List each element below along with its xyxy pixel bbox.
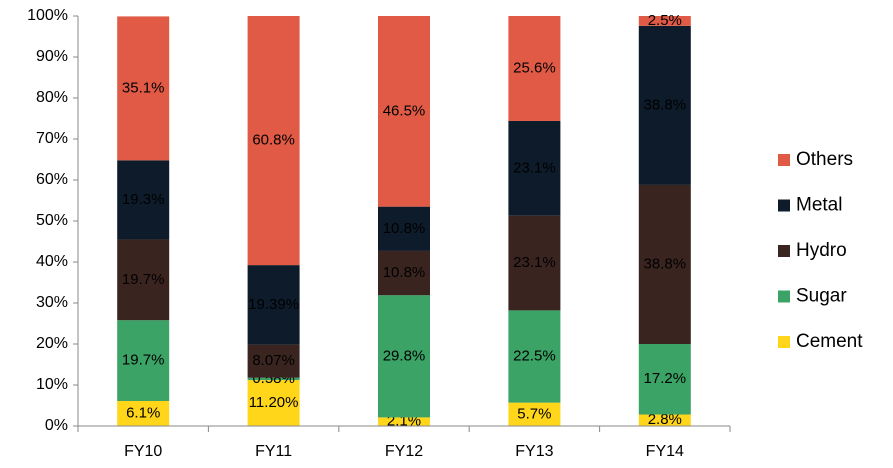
y-tick-label: 60%: [36, 171, 68, 188]
y-tick-label: 40%: [36, 253, 68, 270]
legend-label: Metal: [796, 195, 842, 216]
bar-segment: [638, 16, 691, 26]
value-label: 19.39%: [248, 296, 299, 313]
bar-segment: [638, 344, 691, 415]
value-label: 23.1%: [513, 254, 556, 271]
bar-segment: [508, 16, 561, 121]
y-tick-label: 0%: [45, 417, 68, 434]
bar-segment: [247, 265, 300, 345]
value-label: 35.1%: [122, 79, 165, 96]
bar-segment: [638, 414, 691, 426]
value-label: 6.1%: [126, 404, 160, 421]
value-label: 25.6%: [513, 59, 556, 76]
value-label: 2.8%: [648, 411, 682, 428]
bar-segment: [508, 120, 561, 216]
bar-segment: [117, 160, 170, 240]
bar-segment: [117, 239, 170, 321]
bar-segment: [247, 380, 300, 426]
y-tick-label: 50%: [36, 212, 68, 229]
bar-segment: [117, 400, 170, 426]
value-label: 19.7%: [122, 352, 165, 369]
x-tick-label: FY13: [515, 443, 553, 460]
legend-swatch: [778, 245, 790, 257]
bar-segment: [378, 206, 430, 251]
bar-segment: [378, 250, 430, 296]
x-tick-label: FY11: [255, 443, 292, 460]
y-tick-label: 90%: [36, 48, 68, 65]
legend-swatch: [778, 290, 790, 303]
bar-segment: [378, 295, 430, 418]
legend-swatch: [778, 336, 790, 348]
x-tick-label: FY10: [124, 443, 162, 460]
value-label: 23.1%: [513, 159, 556, 176]
value-label: 22.5%: [513, 347, 556, 364]
legend-swatch: [778, 199, 790, 212]
bar-segment: [378, 417, 430, 426]
legend-label: Hydro: [796, 240, 847, 261]
bar-segment: [638, 25, 691, 185]
y-tick-label: 70%: [36, 130, 68, 147]
y-tick-label: 30%: [36, 294, 68, 311]
value-label: 10.8%: [383, 220, 426, 237]
bar-segment: [247, 377, 300, 381]
y-tick-label: 10%: [36, 376, 68, 393]
value-label: 29.8%: [383, 347, 426, 364]
bar-segment: [508, 310, 561, 403]
y-tick-label: 20%: [36, 335, 68, 352]
bar-segment: [638, 184, 691, 344]
legend-label: Sugar: [796, 286, 847, 307]
value-label: 46.5%: [383, 102, 426, 119]
value-label: 5.7%: [517, 405, 551, 422]
bar-segment: [508, 215, 561, 311]
value-label: 38.8%: [644, 255, 687, 272]
value-label: 19.7%: [122, 271, 165, 288]
y-tick-label: 80%: [36, 89, 68, 106]
value-label: 60.8%: [252, 132, 295, 149]
legend-swatch: [778, 154, 790, 166]
legend-label: Others: [796, 149, 853, 170]
bar-segment: [508, 402, 561, 426]
x-tick-label: FY12: [385, 443, 423, 460]
legend-label: Cement: [796, 331, 863, 352]
value-label: 38.8%: [644, 96, 687, 113]
value-label: 2.5%: [648, 12, 682, 29]
value-label: 11.20%: [249, 394, 299, 411]
value-label: 8.07%: [252, 352, 295, 369]
bar-segment: [117, 320, 170, 401]
bar-segment: [247, 16, 300, 266]
bar-segment: [378, 16, 430, 207]
value-label: 10.8%: [383, 264, 426, 281]
value-label: 19.3%: [122, 191, 165, 208]
x-tick-label: FY14: [646, 443, 684, 460]
y-tick-label: 100%: [27, 7, 68, 24]
value-label: 17.2%: [644, 370, 687, 387]
bar-segment: [247, 344, 300, 378]
bar-segment: [117, 16, 170, 161]
